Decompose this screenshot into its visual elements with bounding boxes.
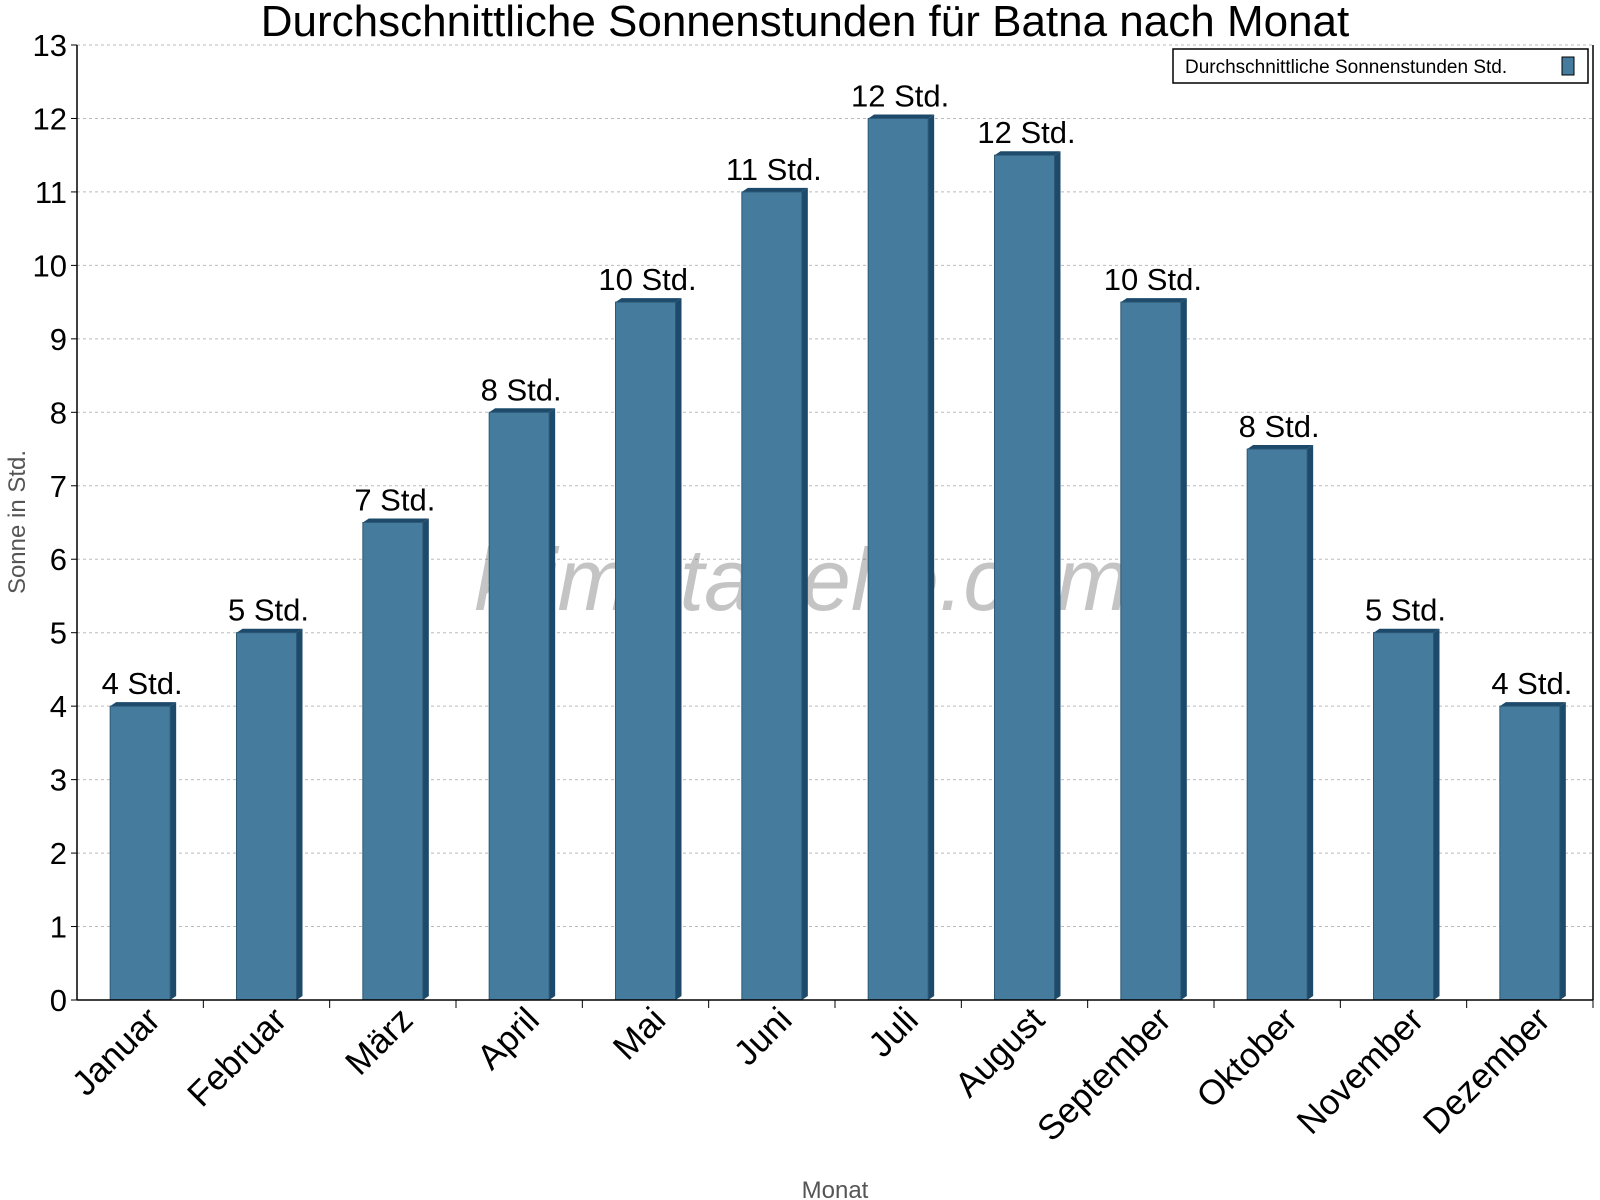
x-tick-label: Mai: [606, 1000, 673, 1067]
y-tick-label: 4: [50, 689, 67, 724]
data-label: 11 Std.: [726, 152, 822, 187]
y-tick-label: 5: [50, 616, 67, 651]
bar-side: [1180, 298, 1187, 1001]
bar: [488, 411, 550, 1001]
y-tick-label: 12: [33, 101, 67, 136]
bar: [1246, 448, 1308, 1001]
bar-side: [801, 187, 808, 1000]
bar-top: [362, 518, 429, 523]
legend-label: Durchschnittliche Sonnenstunden Std.: [1185, 57, 1507, 78]
bar: [362, 522, 424, 1001]
y-tick-label: 10: [33, 248, 67, 283]
x-tick-label: Oktober: [1189, 1000, 1305, 1116]
bar: [1499, 705, 1561, 1001]
y-tick-label: 13: [33, 28, 67, 63]
bar: [236, 632, 297, 1001]
data-label: 5 Std.: [1365, 593, 1446, 628]
bar-side: [549, 408, 556, 1000]
bar-side: [1307, 445, 1314, 1000]
bar-side: [422, 518, 429, 1000]
bar-top: [994, 151, 1061, 156]
bar-side: [675, 298, 682, 1001]
y-axis-label: Sonne in Std.: [4, 450, 31, 594]
data-label: 7 Std.: [354, 483, 435, 518]
x-tick-label: März: [338, 1000, 421, 1083]
data-labels: 4 Std. 5 Std. 7 Std. 8 Std. 10 Std. 11 Std. 12…: [102, 78, 1573, 701]
x-tick-label: August: [948, 1000, 1053, 1105]
bar: [741, 191, 803, 1001]
chart-title: Durchschnittliche Sonnenstunden für Batn…: [261, 0, 1349, 46]
legend[interactable]: Durchschnittliche Sonnenstunden Std.: [1172, 48, 1589, 84]
bars: [109, 114, 1566, 1001]
bar-top: [489, 408, 556, 413]
bar-top: [110, 702, 177, 707]
data-label: 8 Std.: [1239, 409, 1320, 444]
data-label: 12 Std.: [977, 115, 1075, 150]
x-tick-label: Februar: [180, 1000, 294, 1114]
x-axis-label: Monat: [802, 1177, 869, 1200]
bar: [994, 154, 1055, 1001]
bar: [1373, 632, 1434, 1001]
y-tick-label: 3: [50, 763, 67, 798]
x-tick-label: Juni: [727, 1000, 800, 1073]
bar: [109, 705, 171, 1001]
x-tick-label: Januar: [65, 1000, 168, 1103]
bar-top: [615, 298, 682, 303]
bar: [867, 117, 929, 1001]
y-tick-label: 2: [50, 836, 67, 871]
bar-side: [928, 114, 935, 1000]
bar-side: [1559, 702, 1566, 1000]
bar-top: [1499, 702, 1566, 707]
grid: [77, 44, 1593, 928]
y-tick-label: 11: [35, 175, 67, 210]
data-label: 10 Std.: [1104, 262, 1202, 297]
y-tick-label: 9: [50, 322, 67, 357]
y-tick-label: 8: [50, 395, 67, 430]
bar-side: [1054, 151, 1061, 1000]
y-tick-label: 7: [50, 469, 67, 504]
bar: [1120, 301, 1182, 1001]
data-label: 12 Std.: [851, 78, 949, 113]
x-tick-label: September: [1030, 1000, 1179, 1149]
bar-top: [1373, 628, 1440, 633]
x-tick-label: Juli: [861, 1000, 926, 1065]
y-tick-label: 1: [50, 910, 67, 945]
bar-top: [1247, 445, 1314, 450]
data-label: 4 Std.: [102, 666, 183, 701]
bar-top: [236, 628, 303, 633]
bar-side: [170, 702, 177, 1000]
bar: [615, 301, 676, 1001]
x-ticks: Januar Februar März April Mai Juni Juli AugustS…: [65, 1000, 1594, 1149]
legend-box: [1172, 48, 1589, 84]
bar-top: [741, 187, 808, 192]
y-tick-label: 0: [50, 983, 67, 1018]
bar-side: [1433, 628, 1440, 1000]
x-tick-label: Dezember: [1416, 1000, 1558, 1142]
bar-top: [1120, 298, 1187, 303]
x-tick-label: November: [1289, 1000, 1431, 1142]
x-tick-label: April: [470, 1000, 547, 1077]
bar-side: [296, 628, 303, 1000]
legend-swatch: [1561, 56, 1575, 76]
y-tick-label: 6: [50, 542, 67, 577]
data-label: 5 Std.: [228, 593, 309, 628]
data-label: 8 Std.: [481, 372, 562, 407]
data-label: 10 Std.: [598, 262, 696, 297]
bar-top: [868, 114, 935, 119]
data-label: 4 Std.: [1491, 666, 1572, 701]
axes: [76, 45, 1594, 1001]
